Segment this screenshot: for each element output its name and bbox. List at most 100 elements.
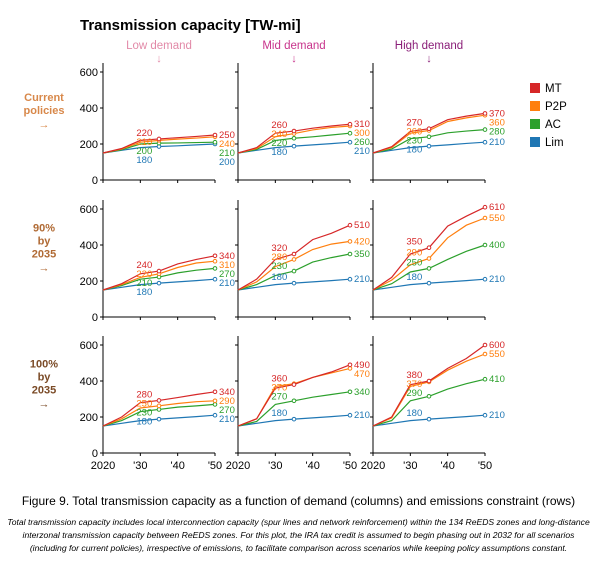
data-label-p2p-2050: 420 — [354, 236, 370, 247]
data-label-mt-2050: 610 — [489, 202, 505, 213]
column-header-1: Mid demand — [262, 40, 325, 52]
y-tick-label: 200 — [80, 412, 98, 424]
row-header-2-line-0: 100% — [30, 359, 58, 371]
data-label-p2p-2050: 550 — [489, 213, 505, 224]
data-label-lim-2035: 180 — [271, 147, 287, 158]
data-label-lim-2050: 210 — [489, 410, 505, 421]
data-label-ac-2050: 260 — [354, 137, 370, 148]
data-label-ac-2035: 220 — [271, 138, 287, 149]
series-point-lim — [156, 416, 162, 422]
data-label-mt-2050: 250 — [219, 130, 235, 141]
data-label-lim-2035: 180 — [406, 272, 422, 283]
data-label-ac-2050: 270 — [219, 269, 235, 280]
series-point-lim — [482, 139, 488, 145]
row-header-1-line-1: by — [38, 236, 52, 248]
panel-grid: Low demand↓Mid demand↓High demand↓Curren… — [24, 40, 505, 472]
data-label-lim-2035: 180 — [136, 155, 152, 166]
legend-label-lim: Lim — [545, 137, 564, 149]
series-point-lim — [156, 280, 162, 286]
legend-label-mt: MT — [545, 83, 562, 95]
series-point-p2p — [291, 257, 297, 262]
y-tick-label: 600 — [80, 340, 98, 352]
series-point-ac — [347, 130, 353, 136]
series-point-lim — [347, 139, 353, 145]
data-label-mt-2035: 380 — [406, 370, 422, 381]
data-label-mt-2035: 320 — [271, 243, 287, 254]
series-point-ac — [347, 389, 353, 395]
series-point-lim — [426, 143, 432, 149]
series-point-p2p — [212, 398, 218, 404]
data-label-p2p-2035: 370 — [271, 383, 287, 394]
y-tick-label: 400 — [80, 376, 98, 388]
data-label-ac-2050: 270 — [219, 405, 235, 416]
x-tick-label: '50 — [478, 460, 492, 472]
series-point-mt — [426, 378, 432, 384]
column-arrow-1: ↓ — [291, 53, 297, 65]
data-label-p2p-2035: 220 — [136, 269, 152, 280]
row-header-1-line-0: 90% — [33, 223, 55, 235]
y-tick-label: 0 — [92, 448, 98, 460]
data-label-mt-2035: 220 — [136, 128, 152, 139]
data-label-lim-2050: 210 — [354, 274, 370, 285]
data-label-lim-2050: 210 — [219, 414, 235, 425]
data-label-mt-2035: 280 — [136, 389, 152, 400]
series-point-ac — [482, 127, 488, 132]
data-label-ac-2035: 200 — [136, 146, 152, 157]
data-label-lim-2035: 180 — [271, 272, 287, 283]
column-arrow-2: ↓ — [426, 53, 432, 65]
series-point-lim — [291, 280, 297, 286]
x-tick-label: 2020 — [91, 460, 115, 472]
data-label-mt-2050: 340 — [219, 251, 235, 262]
data-label-ac-2035: 290 — [406, 388, 422, 399]
data-label-p2p-2050: 360 — [489, 117, 505, 128]
data-label-ac-2035: 230 — [271, 261, 287, 272]
data-label-ac-2035: 210 — [136, 278, 152, 289]
row-header-0-line-1: policies — [24, 105, 65, 117]
data-label-mt-2035: 270 — [406, 118, 422, 129]
data-label-mt-2035: 360 — [271, 374, 287, 385]
data-label-mt-2035: 260 — [271, 120, 287, 131]
figure-caption-body: Total transmission capacity includes loc… — [7, 517, 590, 553]
data-label-lim-2035: 180 — [136, 287, 152, 298]
y-tick-label: 0 — [92, 312, 98, 324]
legend-swatch-lim — [530, 137, 540, 147]
series-point-ac — [426, 134, 432, 140]
x-tick-label: '40 — [440, 460, 454, 472]
series-point-mt — [156, 268, 162, 274]
data-label-ac-2050: 210 — [219, 148, 235, 159]
series-point-ac — [212, 266, 218, 271]
series-point-ac — [291, 135, 297, 141]
data-label-p2p-2050: 240 — [219, 139, 235, 150]
data-label-p2p-2035: 370 — [406, 379, 422, 390]
data-label-p2p-2035: 260 — [406, 127, 422, 138]
series-point-ac — [212, 402, 218, 407]
legend: MT P2P AC Lim — [530, 83, 567, 149]
y-tick-label: 0 — [92, 175, 98, 187]
data-label-ac-2050: 400 — [489, 240, 505, 251]
data-label-lim-2050: 210 — [354, 146, 370, 157]
data-label-ac-2035: 250 — [406, 257, 422, 268]
legend-label-p2p: P2P — [545, 101, 567, 113]
x-tick-label: '30 — [403, 460, 417, 472]
row-header-1-line-2: 2035 — [32, 249, 56, 261]
column-header-2: High demand — [395, 40, 463, 52]
y-tick-label: 400 — [80, 103, 98, 115]
y-tick-label: 600 — [80, 204, 98, 216]
y-tick-label: 200 — [80, 139, 98, 151]
data-label-mt-2035: 240 — [136, 260, 152, 271]
data-label-mt-2050: 510 — [354, 220, 370, 231]
row-arrow-2: → — [39, 399, 50, 411]
x-tick-label: '30 — [268, 460, 282, 472]
data-label-ac-2050: 280 — [489, 126, 505, 137]
x-tick-label: '50 — [208, 460, 222, 472]
column-header-0: Low demand — [126, 40, 192, 52]
data-label-p2p-2050: 470 — [354, 369, 370, 380]
data-label-p2p-2050: 290 — [219, 396, 235, 407]
data-label-ac-2035: 230 — [406, 136, 422, 147]
